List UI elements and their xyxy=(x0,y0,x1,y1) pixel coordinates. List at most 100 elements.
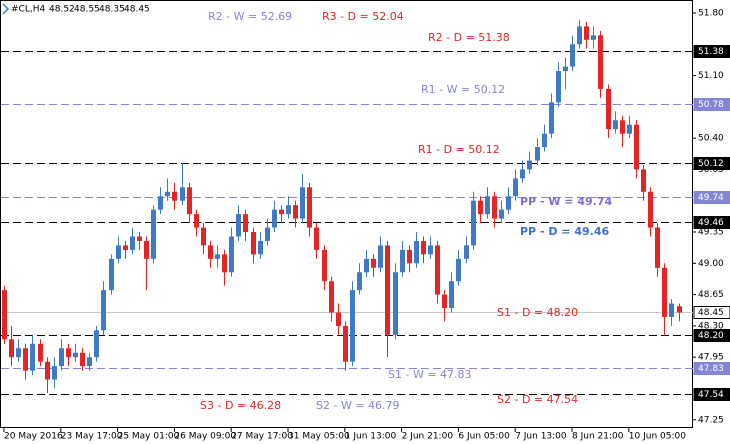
candle-body xyxy=(80,352,85,367)
y-tick-label: 51.80 xyxy=(698,8,724,18)
header-low: 48.35 xyxy=(99,5,125,15)
candle-body xyxy=(620,120,625,134)
candle-body xyxy=(322,249,327,282)
level-label-box xyxy=(693,388,730,401)
candle-body xyxy=(428,245,433,255)
y-tick-label: 50.40 xyxy=(698,134,724,144)
candle-body xyxy=(393,272,398,335)
candle-body xyxy=(286,205,291,215)
level-label: 47.83 xyxy=(698,364,724,374)
candle-body xyxy=(513,178,518,197)
y-tick-label: 47.95 xyxy=(698,353,724,363)
candle-body xyxy=(378,245,383,268)
candle-body xyxy=(116,245,121,259)
level-label-box xyxy=(693,329,730,342)
candle-body xyxy=(364,258,369,273)
level-label: 48.20 xyxy=(698,331,724,341)
candle-body xyxy=(641,169,646,192)
y-tick-label: 49.00 xyxy=(698,259,724,269)
candle-body xyxy=(634,124,639,170)
level-annotation: R3 - D = 52.04 xyxy=(322,10,404,23)
candle-body xyxy=(563,66,568,72)
candle-body xyxy=(570,44,575,67)
level-label: 49.74 xyxy=(698,193,724,203)
candle-body xyxy=(407,249,412,264)
symbol: #CL,H4 xyxy=(11,5,45,15)
candle-body xyxy=(385,245,390,335)
candle-body xyxy=(627,124,632,134)
x-tick-label: 25 May 01:00 xyxy=(118,432,180,442)
plot-frame xyxy=(0,0,693,428)
candle-body xyxy=(499,209,504,219)
candle-body xyxy=(9,339,14,358)
candle-body xyxy=(23,348,28,371)
x-tick-label: 26 May 09:00 xyxy=(174,432,236,442)
candle-body xyxy=(229,236,234,273)
level-annotation: R2 - W = 52.69 xyxy=(208,10,292,23)
candle-body xyxy=(265,227,270,241)
candle-body xyxy=(172,191,177,201)
x-tick-label: 20 May 2016 xyxy=(4,432,63,442)
candle-body xyxy=(272,209,277,228)
candle-body xyxy=(669,303,674,317)
level-label: 50.12 xyxy=(698,159,724,169)
candle-body xyxy=(208,245,213,259)
candle-body xyxy=(30,343,35,371)
level-label: 49.46 xyxy=(698,218,724,228)
candle-body xyxy=(123,245,128,250)
candle-body xyxy=(442,294,447,309)
level-label-box xyxy=(693,98,730,111)
candle-body xyxy=(2,290,7,340)
level-label-box xyxy=(693,157,730,170)
candle-body xyxy=(165,191,170,197)
x-tick-label: 7 Jun 13:00 xyxy=(515,432,567,442)
candle-body xyxy=(187,187,192,215)
candle-body xyxy=(314,227,319,250)
x-tick-label: 1 Jun 13:00 xyxy=(345,432,397,442)
candle-body xyxy=(577,26,582,45)
candle-body xyxy=(655,227,660,268)
y-tick-label: 47.25 xyxy=(698,415,724,425)
candle-body xyxy=(94,330,99,358)
candle-body xyxy=(144,240,149,259)
x-tick-label: 27 May 17:00 xyxy=(231,432,293,442)
level-annotation: R1 - D = 50.12 xyxy=(418,143,500,156)
header: #CL,H4 48.52 48.55 48.35 48.45 xyxy=(2,3,150,15)
candle-body xyxy=(194,214,199,228)
candle-body xyxy=(329,281,334,313)
level-annotation: S1 - W = 47.83 xyxy=(388,368,472,381)
candle-body xyxy=(421,240,426,255)
candle-body xyxy=(336,312,341,326)
candle-body xyxy=(52,366,57,380)
level-annotation: PP - D = 49.46 xyxy=(520,225,609,238)
candle-body xyxy=(293,205,298,219)
level-annotation: S2 - D = 47.54 xyxy=(497,393,578,406)
candle-body xyxy=(215,254,220,259)
level-annotation: S2 - W = 46.79 xyxy=(316,399,400,412)
candle-body xyxy=(613,120,618,130)
level-label: 51.38 xyxy=(698,47,724,57)
candle-body xyxy=(16,348,21,358)
candle-body xyxy=(350,290,355,362)
candle-body xyxy=(151,209,156,259)
candle-body xyxy=(251,232,256,255)
candle-body xyxy=(414,240,419,264)
level-label-box xyxy=(693,45,730,58)
candle-body xyxy=(66,348,71,358)
x-tick-label: 31 May 05:00 xyxy=(288,432,350,442)
candle-body xyxy=(371,258,376,268)
x-tick-label: 6 Jun 05:00 xyxy=(458,432,510,442)
candle-body xyxy=(45,361,50,380)
level-label: 50.78 xyxy=(698,100,724,110)
candle-body xyxy=(478,200,483,215)
candle-body xyxy=(201,227,206,246)
candle-body xyxy=(591,35,596,40)
y-tick-label: 51.10 xyxy=(698,71,724,81)
candle-body xyxy=(307,187,312,228)
x-tick-label: 23 May 17:00 xyxy=(61,432,123,442)
level-annotation: R1 - W = 50.12 xyxy=(421,83,505,96)
candle-body xyxy=(492,196,497,219)
candle-body xyxy=(542,133,547,148)
candle-body xyxy=(101,290,106,331)
